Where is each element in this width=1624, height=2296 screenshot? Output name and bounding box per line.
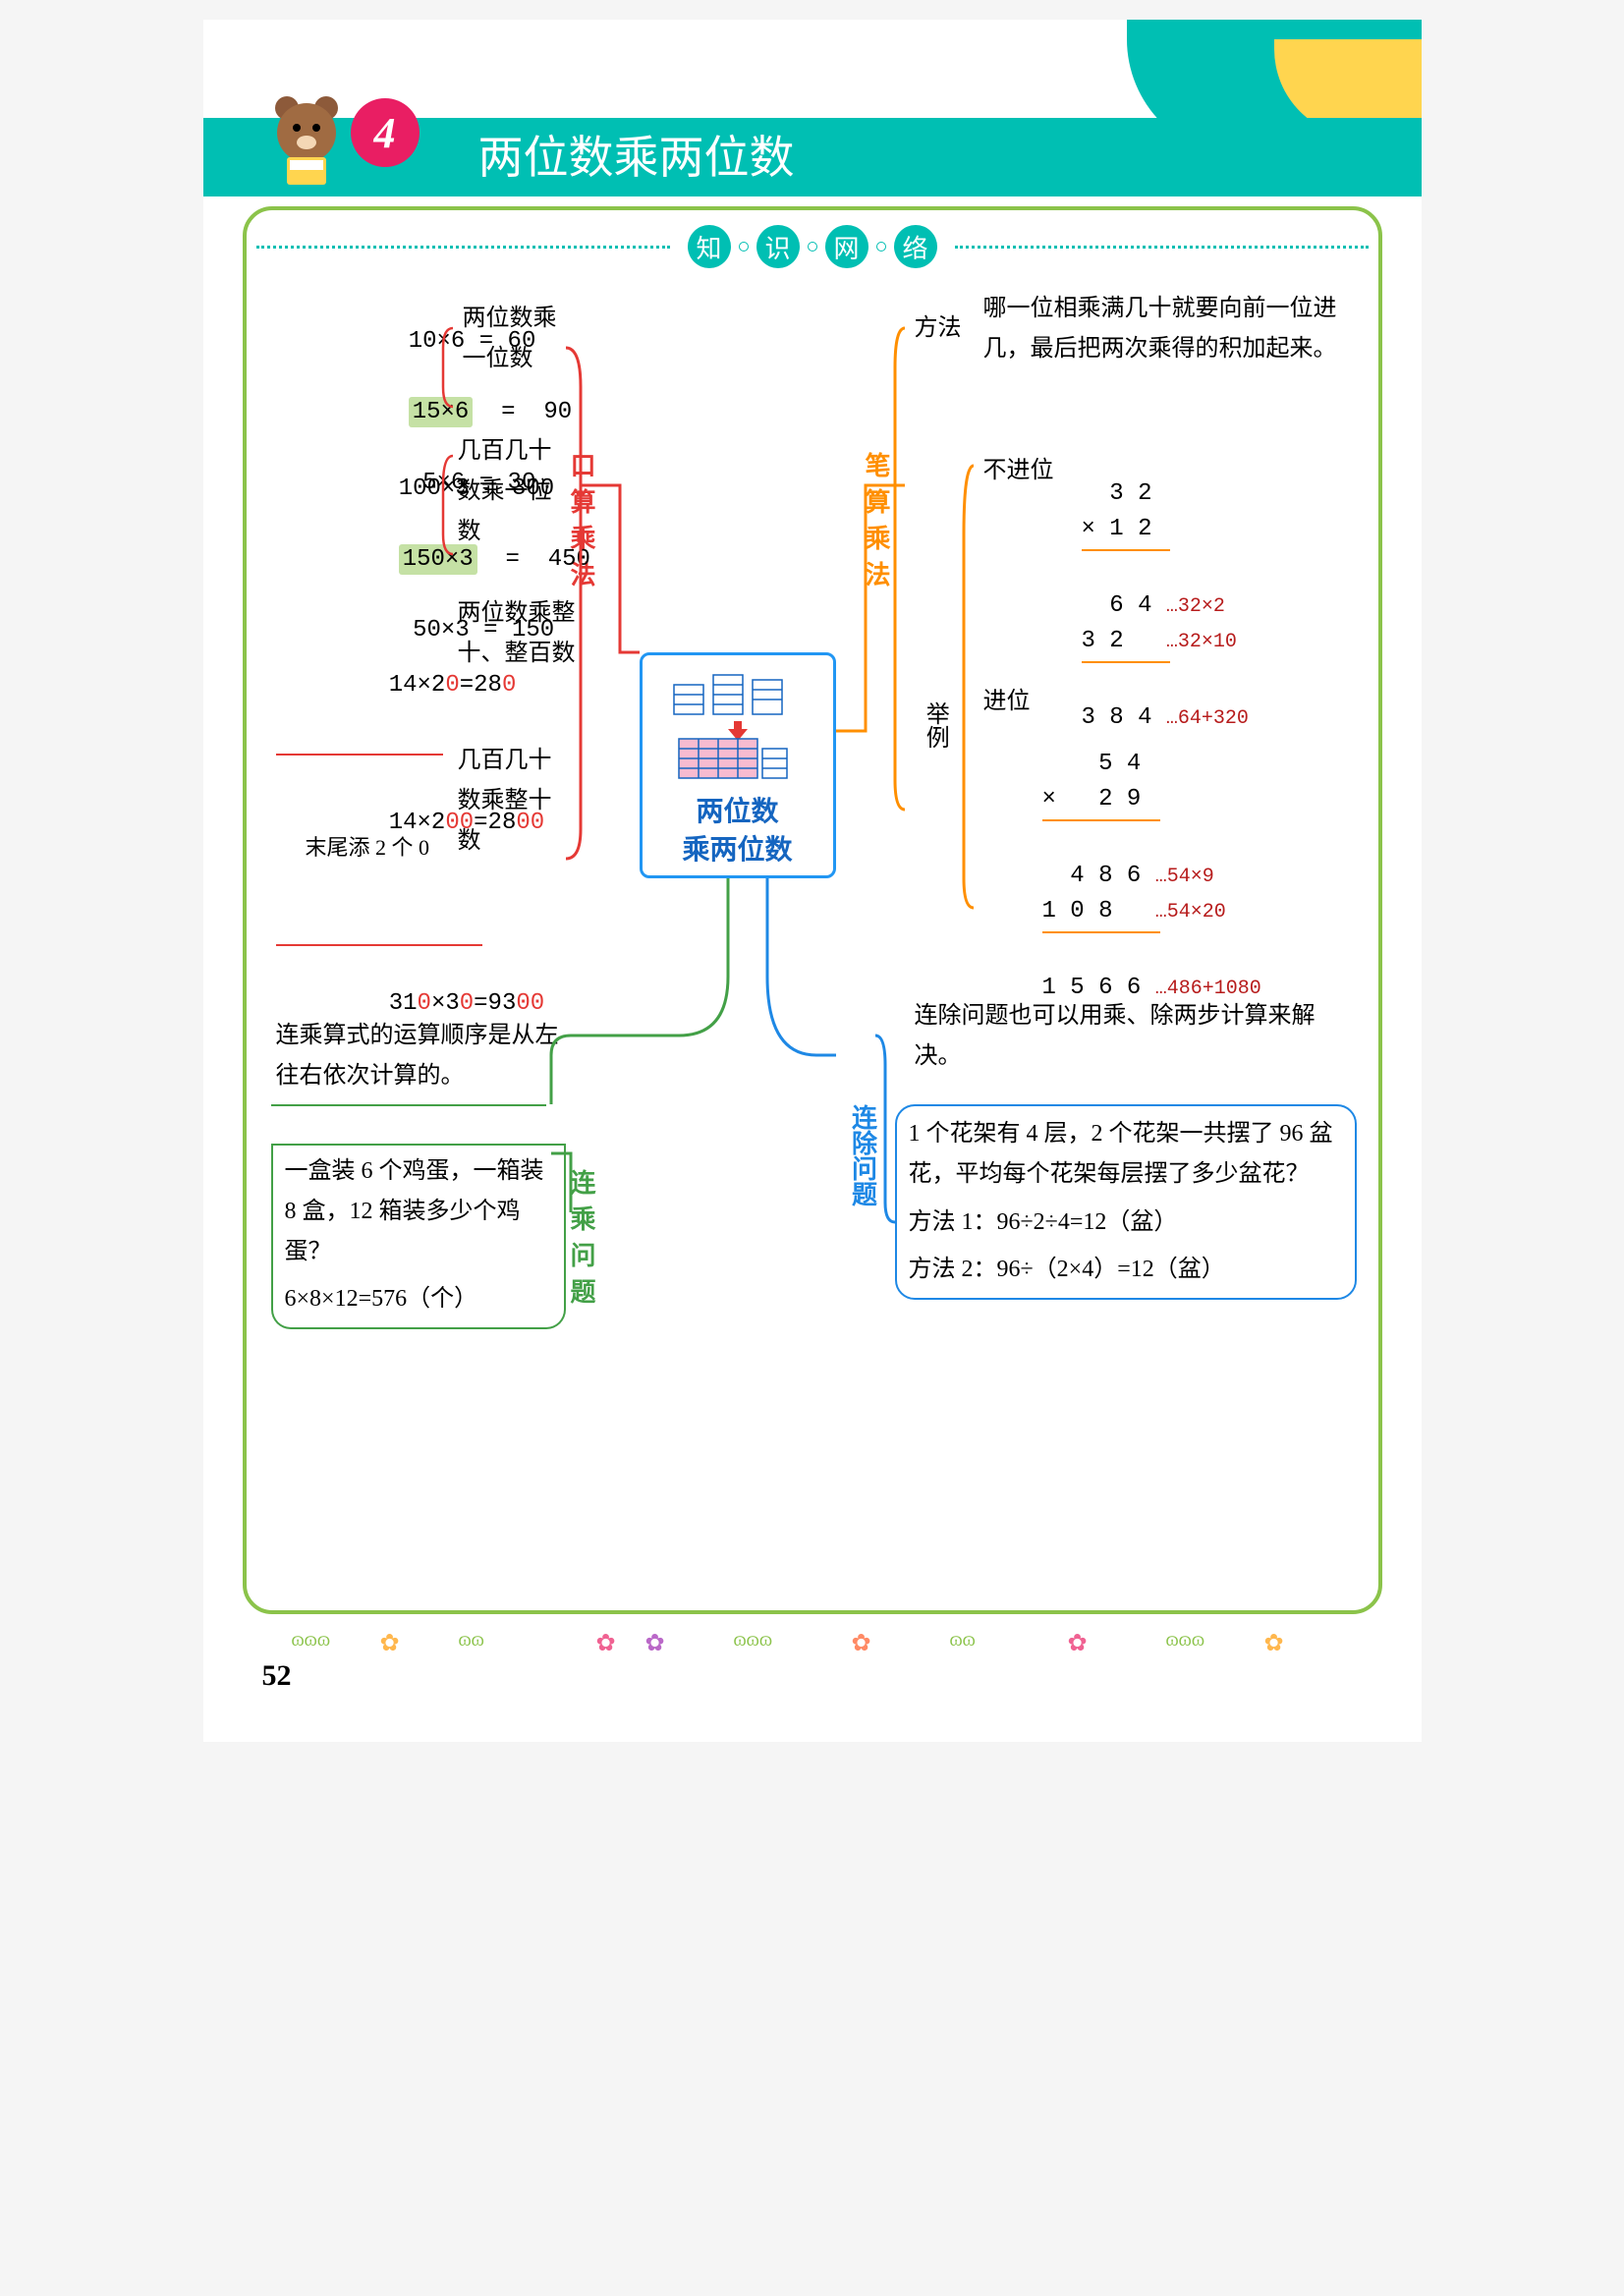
- green-line: [271, 1104, 546, 1106]
- branch-consec-div: 连除问题: [846, 1104, 882, 1206]
- consec-mul-problem: 一盒装 6 个鸡蛋，一箱装 8 盒，12 箱装多少个鸡蛋？: [285, 1151, 552, 1271]
- dots-right: [955, 246, 1369, 249]
- center-title-l2: 乘两位数: [682, 835, 792, 866]
- blocks-icon: [664, 665, 812, 783]
- consec-div-m2: 方法 2：96÷（2×4）=12（盆）: [909, 1250, 1343, 1290]
- chapter-number-text: 4: [374, 108, 396, 158]
- no-carry-label: 不进位: [983, 451, 1054, 491]
- chapter-number: 4: [351, 98, 420, 167]
- dot-icon: [808, 242, 817, 252]
- dot-icon: [739, 242, 749, 252]
- center-title-l1: 两位数: [696, 797, 778, 827]
- calc-b4-note: 末尾添 2 个 0: [306, 829, 430, 866]
- main-frame: 知 识 网 络: [243, 206, 1382, 1614]
- subtitle-char: 网: [825, 225, 868, 268]
- green-line: [271, 1144, 566, 1146]
- no-carry-calc: 3 2 × 1 2 6 4 …32×2 3 2 …32×10 3 8 4 …64…: [1082, 441, 1249, 736]
- dot-icon: [876, 242, 886, 252]
- subtitle-char: 识: [756, 225, 800, 268]
- subtitle-char: 知: [688, 225, 731, 268]
- center-box: 两位数 乘两位数: [640, 652, 836, 878]
- bear-icon: [262, 88, 351, 187]
- consec-div-intro: 连除问题也可以用乘、除两步计算来解决。: [915, 996, 1347, 1077]
- consec-mul-intro: 连乘算式的运算顺序是从左往右依次计算的。: [276, 1016, 561, 1096]
- page-number: 52: [262, 1659, 292, 1693]
- page: 4 两位数乘两位数 知 识 网 络: [203, 20, 1422, 1742]
- content: 两位数 乘两位数 口算乘法 笔算乘法 连乘问题 连除问题 两位数乘一位数 几百几…: [266, 289, 1359, 1571]
- method-text: 哪一位相乘满几十就要向前一位进几，最后把两次乘得的积加起来。: [983, 289, 1357, 369]
- consec-div-problem: 1 个花架有 4 层，2 个花架一共摆了 96 盆花，平均每个花架每层摆了多少盆…: [909, 1114, 1343, 1195]
- chapter-title: 两位数乘两位数: [478, 118, 795, 196]
- dots-left: [256, 246, 670, 249]
- consec-mul-answer: 6×8×12=576（个）: [285, 1279, 552, 1319]
- branch-consec-mul: 连乘问题: [571, 1163, 600, 1309]
- branch-written: 笔算乘法: [866, 446, 895, 591]
- carry-calc: 5 4 × 2 9 4 8 6 …54×9 1 0 8 …54×20 1 5 6…: [1042, 711, 1261, 1006]
- method-label: 方法: [915, 308, 962, 349]
- flowers-decoration: ɷɷɷ ✿ ɷɷ ✿ ✿ ɷɷɷ ✿ ɷɷ ✿ ɷɷɷ ✿: [282, 1629, 1343, 1678]
- consec-div-m1: 方法 1：96÷2÷4=12（盆）: [909, 1203, 1343, 1243]
- subtitle-char: 络: [894, 225, 937, 268]
- subtitle-row: 知 识 网 络: [247, 225, 1378, 268]
- example-label: 举例: [915, 701, 955, 749]
- carry-label: 进位: [983, 682, 1031, 722]
